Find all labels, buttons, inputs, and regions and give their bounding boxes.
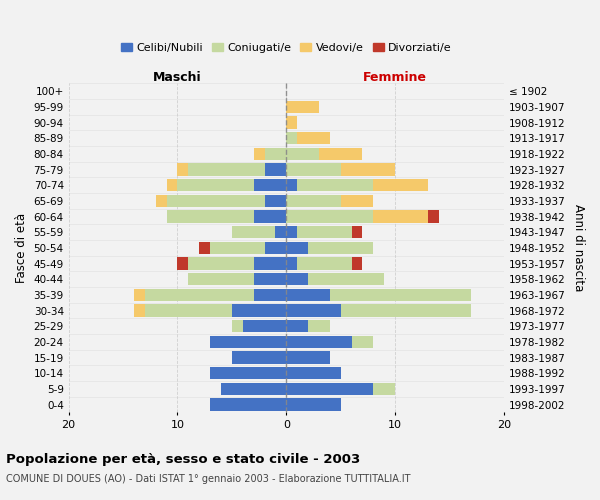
Bar [286, 164, 341, 175]
Bar [265, 194, 286, 207]
Bar [286, 367, 341, 380]
Bar [188, 164, 265, 175]
Bar [167, 179, 178, 192]
Bar [286, 382, 373, 395]
Bar [286, 194, 341, 207]
Bar [232, 352, 286, 364]
Bar [232, 320, 243, 332]
Y-axis label: Anni di nascita: Anni di nascita [572, 204, 585, 292]
Bar [254, 258, 286, 270]
Text: Popolazione per età, sesso e stato civile - 2003: Popolazione per età, sesso e stato civil… [6, 452, 360, 466]
Bar [373, 210, 428, 222]
Bar [286, 116, 297, 128]
Bar [341, 164, 395, 175]
Bar [167, 194, 265, 207]
Bar [286, 179, 297, 192]
Bar [308, 320, 330, 332]
Bar [156, 194, 167, 207]
Bar [341, 194, 373, 207]
Bar [210, 367, 286, 380]
Bar [134, 288, 145, 301]
Bar [167, 210, 254, 222]
Bar [341, 304, 471, 316]
Bar [373, 179, 428, 192]
Bar [286, 258, 297, 270]
Bar [254, 288, 286, 301]
Bar [188, 273, 254, 285]
Text: Maschi: Maschi [153, 71, 202, 84]
Legend: Celibi/Nubili, Coniugati/e, Vedovi/e, Divorziati/e: Celibi/Nubili, Coniugati/e, Vedovi/e, Di… [121, 43, 452, 53]
Bar [178, 258, 188, 270]
Bar [286, 398, 341, 410]
Text: COMUNE DI DOUES (AO) - Dati ISTAT 1° gennaio 2003 - Elaborazione TUTTITALIA.IT: COMUNE DI DOUES (AO) - Dati ISTAT 1° gen… [6, 474, 410, 484]
Bar [265, 148, 286, 160]
Bar [319, 148, 362, 160]
Bar [308, 273, 384, 285]
Bar [286, 148, 319, 160]
Y-axis label: Fasce di età: Fasce di età [15, 213, 28, 283]
Bar [254, 210, 286, 222]
Bar [254, 148, 265, 160]
Bar [352, 258, 362, 270]
Bar [178, 164, 188, 175]
Bar [373, 382, 395, 395]
Bar [188, 258, 254, 270]
Text: Femmine: Femmine [363, 71, 427, 84]
Bar [286, 100, 319, 113]
Bar [297, 258, 352, 270]
Bar [286, 304, 341, 316]
Bar [199, 242, 210, 254]
Bar [330, 288, 471, 301]
Bar [232, 226, 275, 238]
Bar [275, 226, 286, 238]
Bar [210, 398, 286, 410]
Bar [308, 242, 373, 254]
Bar [297, 132, 330, 144]
Bar [134, 304, 145, 316]
Bar [352, 226, 362, 238]
Bar [145, 288, 254, 301]
Bar [254, 273, 286, 285]
Bar [232, 304, 286, 316]
Bar [265, 164, 286, 175]
Bar [428, 210, 439, 222]
Bar [286, 242, 308, 254]
Bar [210, 336, 286, 348]
Bar [210, 242, 265, 254]
Bar [286, 226, 297, 238]
Bar [286, 210, 373, 222]
Bar [286, 288, 330, 301]
Bar [286, 273, 308, 285]
Bar [352, 336, 373, 348]
Bar [297, 179, 373, 192]
Bar [297, 226, 352, 238]
Bar [286, 132, 297, 144]
Bar [286, 320, 308, 332]
Bar [178, 179, 254, 192]
Bar [286, 352, 330, 364]
Bar [254, 179, 286, 192]
Bar [286, 336, 352, 348]
Bar [221, 382, 286, 395]
Bar [145, 304, 232, 316]
Bar [265, 242, 286, 254]
Bar [243, 320, 286, 332]
